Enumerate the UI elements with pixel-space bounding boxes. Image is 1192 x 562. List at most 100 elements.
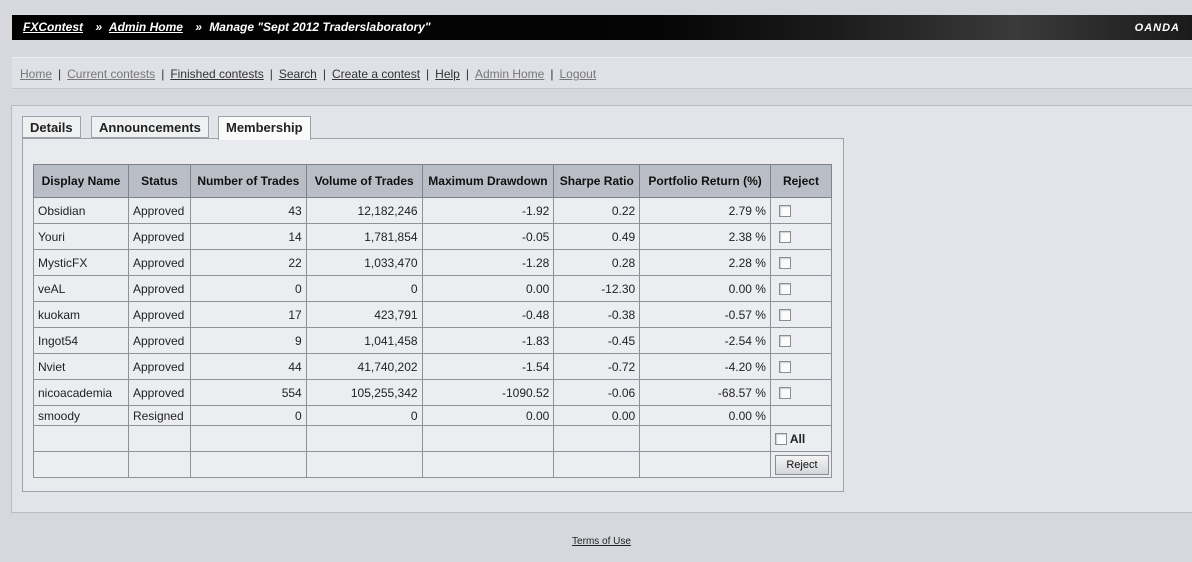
reject-checkbox[interactable] bbox=[778, 205, 791, 218]
cell-volume: 1,041,458 bbox=[305, 327, 423, 354]
reject-checkbox[interactable] bbox=[778, 231, 791, 244]
cell-name: veAL bbox=[33, 275, 129, 302]
cell-reject bbox=[769, 379, 833, 406]
cell-drawdown: 0.00 bbox=[421, 275, 555, 302]
select-all-cell: All bbox=[769, 425, 833, 452]
cell-name: Youri bbox=[33, 223, 129, 250]
reject-button-row: Reject bbox=[33, 451, 833, 478]
table-header-row: Display Name Status Number of Trades Vol… bbox=[33, 164, 833, 198]
reject-checkbox[interactable] bbox=[778, 387, 791, 400]
column-header-volume-of-trades[interactable]: Volume of Trades bbox=[305, 164, 423, 198]
cell-status: Approved bbox=[127, 301, 191, 328]
nav-links: Home | Current contests | Finished contests |… bbox=[20, 67, 596, 81]
nav-link-home[interactable]: Home bbox=[20, 67, 53, 81]
nav-link-current-contests[interactable]: Current contests bbox=[67, 67, 156, 81]
select-all-row: All bbox=[33, 425, 833, 452]
cell-ret: 0.00 % bbox=[639, 275, 771, 302]
nav-separator: | bbox=[322, 67, 326, 81]
table-row: nicoacademia Approved 554 105,255,342 -1090.… bbox=[33, 379, 833, 406]
nav-link-admin-home[interactable]: Admin Home bbox=[474, 67, 545, 81]
cell-name: Nviet bbox=[33, 353, 129, 380]
nav-link-search[interactable]: Search bbox=[278, 67, 317, 81]
cell-name: nicoacademia bbox=[33, 379, 129, 406]
table-row: Youri Approved 14 1,781,854 -0.05 0.49 2.38 % bbox=[33, 223, 833, 250]
cell-reject bbox=[769, 197, 833, 224]
reject-button[interactable]: Reject bbox=[774, 454, 829, 475]
breadcrumb-admin-home-link[interactable]: Admin Home bbox=[108, 20, 183, 34]
cell-drawdown: -0.05 bbox=[421, 223, 555, 250]
reject-checkbox[interactable] bbox=[778, 257, 791, 270]
oanda-logo: OANDA bbox=[1134, 22, 1180, 34]
cell-ret: -0.57 % bbox=[639, 301, 771, 328]
table-body: Obsidian Approved 43 12,182,246 -1.92 0.22 2.7… bbox=[33, 197, 833, 426]
tab-details[interactable]: Details bbox=[22, 116, 81, 138]
column-header-sharpe-ratio[interactable]: Sharpe Ratio bbox=[553, 164, 641, 198]
cell-trades: 22 bbox=[189, 249, 307, 276]
cell-status: Approved bbox=[127, 327, 191, 354]
tab-membership[interactable]: Membership bbox=[218, 116, 311, 140]
cell-sharpe: -0.72 bbox=[553, 353, 641, 380]
cell-trades: 0 bbox=[189, 275, 307, 302]
cell-trades: 17 bbox=[189, 301, 307, 328]
table-row: kuokam Approved 17 423,791 -0.48 -0.38 -0.57 % bbox=[33, 301, 833, 328]
nav-link-create-a-contest[interactable]: Create a contest bbox=[331, 67, 421, 81]
column-header-display-name[interactable]: Display Name bbox=[33, 164, 129, 198]
terms-of-use-link[interactable]: Terms of Use bbox=[572, 536, 631, 547]
breadcrumb-fxcontest-link[interactable]: FXContest bbox=[23, 20, 83, 34]
cell-ret: 0.00 % bbox=[639, 405, 771, 426]
cell-status: Resigned bbox=[127, 405, 191, 426]
cell-name: Ingot54 bbox=[33, 327, 129, 354]
breadcrumb: FXContest » Admin Home » Manage "Sept 20… bbox=[23, 20, 431, 34]
nav-separator: | bbox=[58, 67, 62, 81]
column-header-maximum-drawdown[interactable]: Maximum Drawdown bbox=[421, 164, 555, 198]
cell-volume: 1,781,854 bbox=[305, 223, 423, 250]
table-row: MysticFX Approved 22 1,033,470 -1.28 0.28 2.28… bbox=[33, 249, 833, 276]
cell-reject bbox=[769, 223, 833, 250]
reject-checkbox[interactable] bbox=[778, 335, 791, 348]
cell-drawdown: -1.83 bbox=[421, 327, 555, 354]
cell-drawdown: -1.92 bbox=[421, 197, 555, 224]
column-header-portfolio-return[interactable]: Portfolio Return (%) bbox=[639, 164, 771, 198]
cell-status: Approved bbox=[127, 379, 191, 406]
cell-volume: 1,033,470 bbox=[305, 249, 423, 276]
reject-checkbox[interactable] bbox=[778, 309, 791, 322]
cell-drawdown: -0.48 bbox=[421, 301, 555, 328]
cell-name: MysticFX bbox=[33, 249, 129, 276]
nav-separator: | bbox=[465, 67, 469, 81]
nav-link-logout[interactable]: Logout bbox=[559, 67, 597, 81]
reject-checkbox[interactable] bbox=[778, 361, 791, 374]
cell-volume: 0 bbox=[305, 275, 423, 302]
cell-reject bbox=[769, 249, 833, 276]
cell-trades: 9 bbox=[189, 327, 307, 354]
column-header-number-of-trades[interactable]: Number of Trades bbox=[189, 164, 307, 198]
nav-separator: | bbox=[550, 67, 554, 81]
cell-reject bbox=[769, 301, 833, 328]
nav-separator: | bbox=[269, 67, 273, 81]
select-all-checkbox[interactable] bbox=[774, 433, 787, 446]
cell-ret: 2.28 % bbox=[639, 249, 771, 276]
cell-sharpe: 0.28 bbox=[553, 249, 641, 276]
breadcrumb-separator: » bbox=[195, 20, 202, 34]
header-bar: FXContest » Admin Home » Manage "Sept 20… bbox=[12, 15, 1192, 40]
main-panel: Details Announcements Membership Display… bbox=[11, 105, 1192, 513]
nav-bar: Home | Current contests | Finished contests |… bbox=[12, 57, 1192, 89]
cell-drawdown: -1.28 bbox=[421, 249, 555, 276]
cell-drawdown: 0.00 bbox=[421, 405, 555, 426]
page-title: Manage "Sept 2012 Traderslaboratory" bbox=[209, 20, 431, 34]
cell-volume: 41,740,202 bbox=[305, 353, 423, 380]
cell-name: kuokam bbox=[33, 301, 129, 328]
tab-announcements[interactable]: Announcements bbox=[91, 116, 209, 138]
cell-volume: 12,182,246 bbox=[305, 197, 423, 224]
nav-link-finished-contests[interactable]: Finished contests bbox=[170, 67, 264, 81]
cell-status: Approved bbox=[127, 275, 191, 302]
cell-sharpe: -0.06 bbox=[553, 379, 641, 406]
cell-sharpe: 0.22 bbox=[553, 197, 641, 224]
column-header-status[interactable]: Status bbox=[127, 164, 191, 198]
cell-trades: 554 bbox=[189, 379, 307, 406]
cell-sharpe: 0.49 bbox=[553, 223, 641, 250]
cell-name: Obsidian bbox=[33, 197, 129, 224]
table-row: Ingot54 Approved 9 1,041,458 -1.83 -0.45 -2.54… bbox=[33, 327, 833, 354]
nav-link-help[interactable]: Help bbox=[435, 67, 460, 81]
cell-status: Approved bbox=[127, 197, 191, 224]
reject-checkbox[interactable] bbox=[778, 283, 791, 296]
